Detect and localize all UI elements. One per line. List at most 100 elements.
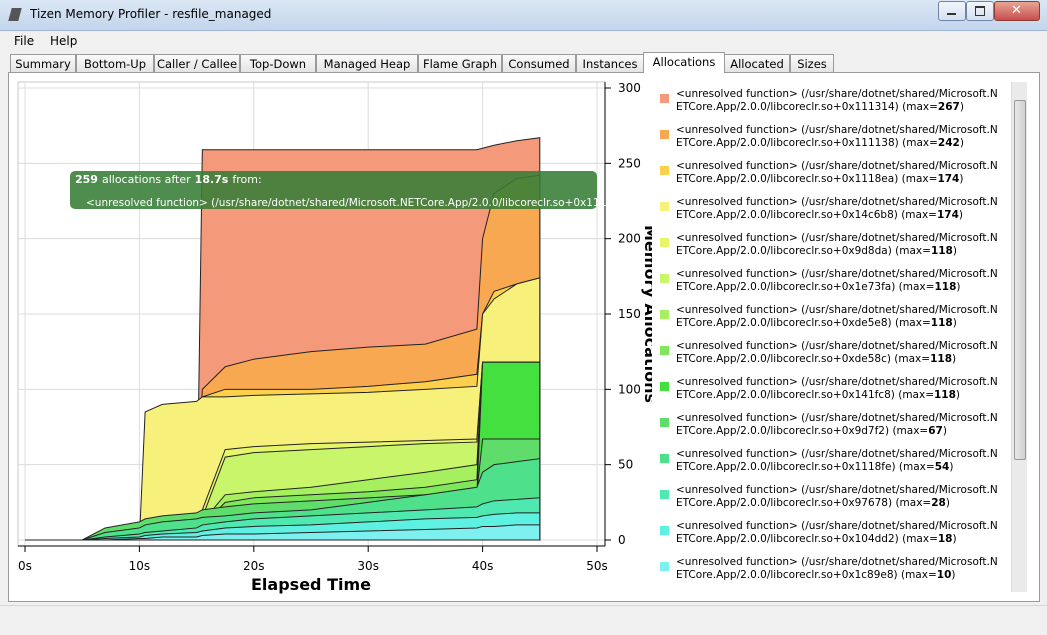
y-tick-label: 0 (618, 533, 626, 547)
legend-item[interactable]: <unresolved function> (/usr/share/dotnet… (652, 88, 1008, 124)
legend-item[interactable]: <unresolved function> (/usr/share/dotnet… (652, 196, 1008, 232)
tooltip-count: 259 (75, 173, 98, 186)
legend-item[interactable]: <unresolved function> (/usr/share/dotnet… (652, 232, 1008, 268)
legend-swatch (660, 130, 669, 139)
legend-swatch (660, 238, 669, 247)
legend-max-suffix: ) (960, 101, 964, 113)
legend-swatch (660, 382, 669, 391)
legend-swatch (660, 454, 669, 463)
legend-max-suffix: ) (956, 281, 960, 293)
legend-label: <unresolved function> (/usr/share/dotnet… (676, 556, 1004, 582)
legend-item[interactable]: <unresolved function> (/usr/share/dotnet… (652, 556, 1008, 592)
legend-max-prefix: (max= (902, 137, 938, 149)
legend-swatch (660, 346, 669, 355)
y-tick-label: 150 (618, 307, 641, 321)
legend-item[interactable]: <unresolved function> (/usr/share/dotnet… (652, 484, 1008, 520)
y-tick-label: 250 (618, 156, 641, 170)
legend-item[interactable]: <unresolved function> (/usr/share/dotnet… (652, 520, 1008, 556)
legend-max-suffix: ) (959, 173, 963, 185)
legend-swatch (660, 274, 669, 283)
legend-item[interactable]: <unresolved function> (/usr/share/dotnet… (652, 340, 1008, 376)
tooltip-text: from: (232, 173, 261, 186)
legend-max-prefix: (max= (892, 425, 928, 437)
legend-label: <unresolved function> (/usr/share/dotnet… (676, 160, 1004, 186)
legend-swatch (660, 562, 669, 571)
legend-max-suffix: ) (946, 497, 950, 509)
legend-label: <unresolved function> (/usr/share/dotnet… (676, 520, 1004, 546)
legend-max-prefix: (max= (895, 245, 931, 257)
legend: <unresolved function> (/usr/share/dotnet… (652, 74, 1008, 594)
x-tick-label: 0s (18, 559, 32, 573)
legend-label: <unresolved function> (/usr/share/dotnet… (676, 124, 1004, 150)
y-tick-label: 100 (618, 382, 641, 396)
legend-max-suffix: ) (951, 569, 955, 581)
tooltip-time: 18.7s (195, 173, 229, 186)
legend-item[interactable]: <unresolved function> (/usr/share/dotnet… (652, 268, 1008, 304)
legend-label: <unresolved function> (/usr/share/dotnet… (676, 232, 1004, 258)
y-tick-label: 50 (618, 458, 633, 472)
legend-item[interactable]: <unresolved function> (/usr/share/dotnet… (652, 304, 1008, 340)
x-tick-label: 40s (472, 559, 494, 573)
legend-max: 118 (931, 245, 953, 257)
legend-label: <unresolved function> (/usr/share/dotnet… (676, 412, 1004, 438)
legend-swatch (660, 526, 669, 535)
legend-label: <unresolved function> (/usr/share/dotnet… (676, 304, 1004, 330)
scroll-thumb[interactable] (1014, 100, 1026, 460)
legend-label: <unresolved function> (/usr/share/dotnet… (676, 268, 1004, 294)
status-bar (0, 605, 1047, 635)
legend-max: 118 (930, 353, 952, 365)
tooltip-text: allocations after (102, 173, 191, 186)
legend-max: 118 (934, 281, 956, 293)
y-tick-label: 300 (618, 81, 641, 95)
legend-max-suffix: ) (953, 533, 957, 545)
tooltip-line: 259 allocations after 18.7sfrom: (75, 173, 262, 186)
legend-item[interactable]: <unresolved function> (/usr/share/dotnet… (652, 376, 1008, 412)
legend-max: 242 (938, 137, 960, 149)
legend-label: <unresolved function> (/usr/share/dotnet… (676, 484, 1004, 510)
legend-max: 118 (931, 317, 953, 329)
x-tick-label: 50s (586, 559, 608, 573)
legend-max-prefix: (max= (895, 497, 931, 509)
legend-max-prefix: (max= (901, 569, 937, 581)
legend-max-suffix: ) (953, 245, 957, 257)
legend-label: <unresolved function> (/usr/share/dotnet… (676, 196, 1004, 222)
legend-swatch (660, 490, 669, 499)
legend-max-prefix: (max= (899, 461, 935, 473)
legend-max: 174 (937, 173, 959, 185)
legend-swatch (660, 94, 669, 103)
y-tick-label: 200 (618, 232, 641, 246)
tooltip-function: <unresolved function> (/usr/share/dotnet… (86, 197, 630, 209)
legend-max-suffix: ) (943, 425, 947, 437)
x-axis-label: Elapsed Time (251, 575, 371, 594)
legend-max-prefix: (max= (902, 101, 938, 113)
legend-max-prefix: (max= (902, 533, 938, 545)
tooltip: 259 allocations after 18.7sfrom: <unresolve… (70, 171, 630, 209)
legend-max-suffix: ) (956, 389, 960, 401)
legend-max: 118 (934, 389, 956, 401)
legend-max: 18 (938, 533, 953, 545)
legend-max: 10 (937, 569, 952, 581)
legend-item[interactable]: <unresolved function> (/usr/share/dotnet… (652, 160, 1008, 196)
legend-max-prefix: (max= (902, 173, 938, 185)
legend-label: <unresolved function> (/usr/share/dotnet… (676, 448, 1004, 474)
legend-item[interactable]: <unresolved function> (/usr/share/dotnet… (652, 124, 1008, 160)
legend-max-prefix: (max= (898, 389, 934, 401)
legend-max-suffix: ) (949, 461, 953, 473)
legend-max: 67 (928, 425, 943, 437)
legend-swatch (660, 202, 669, 211)
legend-max: 267 (938, 101, 960, 113)
tab[interactable]: Allocations (643, 52, 725, 73)
legend-max-prefix: (max= (894, 353, 930, 365)
legend-item[interactable]: <unresolved function> (/usr/share/dotnet… (652, 412, 1008, 448)
legend-max-suffix: ) (960, 137, 964, 149)
legend-swatch (660, 310, 669, 319)
legend-max: 174 (937, 209, 959, 221)
legend-max-suffix: ) (959, 209, 963, 221)
x-tick-label: 20s (243, 559, 265, 573)
x-tick-label: 30s (357, 559, 379, 573)
legend-label: <unresolved function> (/usr/share/dotnet… (676, 88, 1004, 114)
legend-item[interactable]: <unresolved function> (/usr/share/dotnet… (652, 448, 1008, 484)
legend-max-suffix: ) (953, 317, 957, 329)
scrollbar[interactable] (1011, 82, 1027, 592)
